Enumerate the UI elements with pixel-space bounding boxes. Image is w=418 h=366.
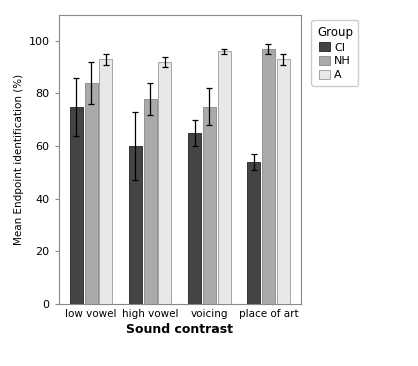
Bar [158,62,171,304]
Bar [188,133,201,304]
X-axis label: Sound contrast: Sound contrast [126,323,233,336]
Bar [129,146,142,304]
Bar [277,59,290,304]
Bar [203,107,216,304]
Bar [247,162,260,304]
Y-axis label: Mean Endpoint identification (%): Mean Endpoint identification (%) [14,74,24,245]
Bar [262,49,275,304]
Bar [218,52,231,304]
Legend: CI, NH, A: CI, NH, A [311,20,359,86]
Bar [70,107,83,304]
Bar [144,99,157,304]
Bar [99,59,112,304]
Bar [84,83,97,304]
